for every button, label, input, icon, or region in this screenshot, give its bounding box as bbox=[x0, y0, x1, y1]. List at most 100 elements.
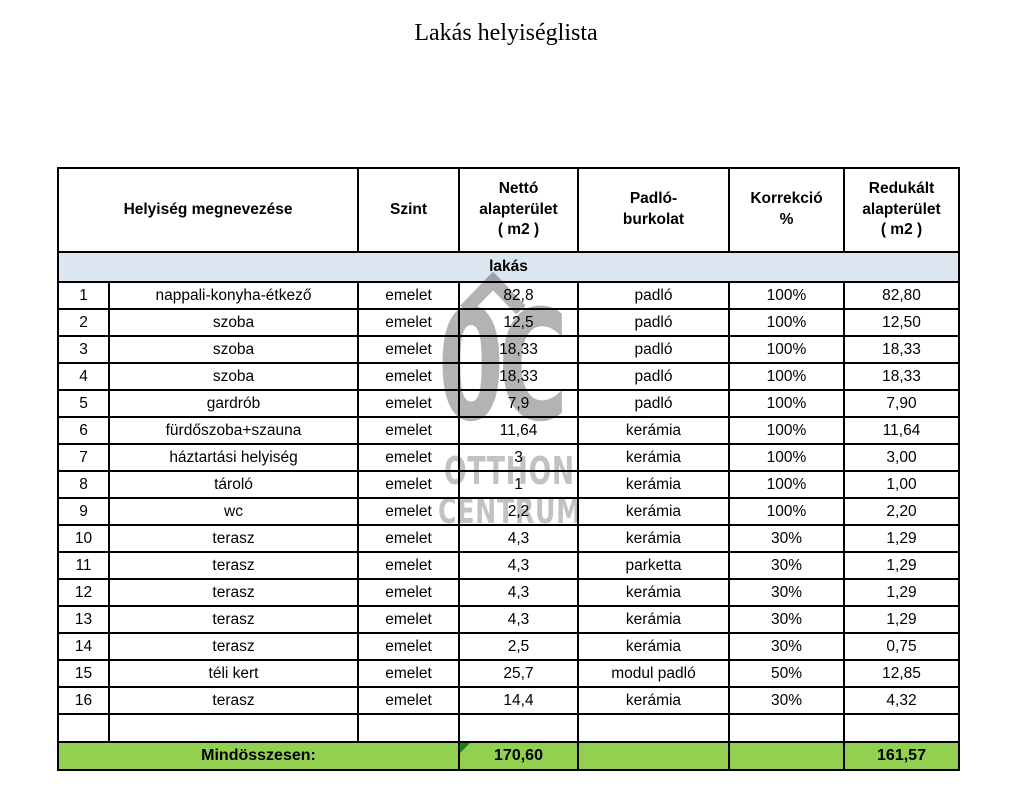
correction-cell: 100% bbox=[728, 335, 845, 364]
room-name-cell: terasz bbox=[108, 524, 359, 553]
reduced-area-cell: 4,32 bbox=[843, 686, 960, 715]
net-area-cell: 3 bbox=[458, 443, 579, 472]
room-name-cell: téli kert bbox=[108, 659, 359, 688]
table-row: 13 terasz emelet 4,3 kerámia 30% 1,29 bbox=[57, 605, 960, 634]
reduced-area-cell: 18,33 bbox=[843, 335, 960, 364]
table-header-row: Helyiség megnevezése Szint Nettó alapter… bbox=[57, 167, 960, 253]
room-name-cell: terasz bbox=[108, 686, 359, 715]
table-row: 14 terasz emelet 2,5 kerámia 30% 0,75 bbox=[57, 632, 960, 661]
level-cell: emelet bbox=[357, 362, 460, 391]
correction-cell: 100% bbox=[728, 497, 845, 526]
level-cell: emelet bbox=[357, 389, 460, 418]
correction-cell: 30% bbox=[728, 632, 845, 661]
correction-cell: 100% bbox=[728, 443, 845, 472]
row-number-cell: 10 bbox=[57, 524, 110, 553]
row-number-cell: 5 bbox=[57, 389, 110, 418]
floor-covering-cell: modul padló bbox=[577, 659, 730, 688]
room-name-cell: wc bbox=[108, 497, 359, 526]
correction-cell: 100% bbox=[728, 389, 845, 418]
reduced-area-cell: 2,20 bbox=[843, 497, 960, 526]
level-cell: emelet bbox=[357, 335, 460, 364]
table-row: 16 terasz emelet 14,4 kerámia 30% 4,32 bbox=[57, 686, 960, 715]
table-row: 12 terasz emelet 4,3 kerámia 30% 1,29 bbox=[57, 578, 960, 607]
floor-covering-cell: padló bbox=[577, 335, 730, 364]
net-area-cell: 82,8 bbox=[458, 281, 579, 310]
net-area-cell: 14,4 bbox=[458, 686, 579, 715]
reduced-area-cell: 1,29 bbox=[843, 551, 960, 580]
net-area-cell: 18,33 bbox=[458, 362, 579, 391]
reduced-area-cell: 11,64 bbox=[843, 416, 960, 445]
net-area-cell: 18,33 bbox=[458, 335, 579, 364]
level-cell: emelet bbox=[357, 686, 460, 715]
net-area-cell: 2,2 bbox=[458, 497, 579, 526]
row-number-cell: 4 bbox=[57, 362, 110, 391]
net-area-cell: 12,5 bbox=[458, 308, 579, 337]
reduced-area-cell: 1,29 bbox=[843, 605, 960, 634]
correction-cell: 100% bbox=[728, 470, 845, 499]
room-name-cell: terasz bbox=[108, 632, 359, 661]
table-row: 9 wc emelet 2,2 kerámia 100% 2,20 bbox=[57, 497, 960, 526]
row-number-cell: 11 bbox=[57, 551, 110, 580]
header-net-area: Nettó alapterület ( m2 ) bbox=[458, 167, 579, 253]
room-name-cell: szoba bbox=[108, 308, 359, 337]
room-name-cell: tároló bbox=[108, 470, 359, 499]
correction-cell: 50% bbox=[728, 659, 845, 688]
total-floor-cell bbox=[577, 741, 730, 771]
floor-covering-cell: kerámia bbox=[577, 443, 730, 472]
room-name-cell: háztartási helyiség bbox=[108, 443, 359, 472]
table-row: 10 terasz emelet 4,3 kerámia 30% 1,29 bbox=[57, 524, 960, 553]
group-label: lakás bbox=[57, 251, 960, 283]
row-number-cell: 8 bbox=[57, 470, 110, 499]
net-area-cell: 7,9 bbox=[458, 389, 579, 418]
table-row: 11 terasz emelet 4,3 parketta 30% 1,29 bbox=[57, 551, 960, 580]
total-reduced-area: 161,57 bbox=[843, 741, 960, 771]
row-number-cell: 9 bbox=[57, 497, 110, 526]
level-cell: emelet bbox=[357, 659, 460, 688]
reduced-area-cell: 1,29 bbox=[843, 524, 960, 553]
empty-cell bbox=[458, 713, 579, 743]
reduced-area-cell: 0,75 bbox=[843, 632, 960, 661]
floor-covering-cell: kerámia bbox=[577, 632, 730, 661]
row-number-cell: 3 bbox=[57, 335, 110, 364]
correction-cell: 30% bbox=[728, 686, 845, 715]
empty-row bbox=[57, 713, 960, 743]
row-number-cell: 1 bbox=[57, 281, 110, 310]
table-row: 6 fürdőszoba+szauna emelet 11,64 kerámia 100%… bbox=[57, 416, 960, 445]
header-room-name: Helyiség megnevezése bbox=[57, 167, 359, 253]
header-floor-covering: Padló- burkolat bbox=[577, 167, 730, 253]
correction-cell: 30% bbox=[728, 578, 845, 607]
reduced-area-cell: 1,00 bbox=[843, 470, 960, 499]
net-area-cell: 4,3 bbox=[458, 524, 579, 553]
row-number-cell: 7 bbox=[57, 443, 110, 472]
level-cell: emelet bbox=[357, 470, 460, 499]
row-number-cell: 6 bbox=[57, 416, 110, 445]
reduced-area-cell: 1,29 bbox=[843, 578, 960, 607]
empty-cell bbox=[728, 713, 845, 743]
table-row: 2 szoba emelet 12,5 padló 100% 12,50 bbox=[57, 308, 960, 337]
header-level: Szint bbox=[357, 167, 460, 253]
header-reduced-area: Redukált alapterület ( m2 ) bbox=[843, 167, 960, 253]
floor-covering-cell: kerámia bbox=[577, 686, 730, 715]
empty-cell bbox=[57, 713, 110, 743]
room-name-cell: gardrób bbox=[108, 389, 359, 418]
floor-covering-cell: kerámia bbox=[577, 416, 730, 445]
room-name-cell: terasz bbox=[108, 578, 359, 607]
correction-cell: 100% bbox=[728, 416, 845, 445]
level-cell: emelet bbox=[357, 632, 460, 661]
reduced-area-cell: 3,00 bbox=[843, 443, 960, 472]
row-number-cell: 2 bbox=[57, 308, 110, 337]
floor-covering-cell: kerámia bbox=[577, 524, 730, 553]
table-row: 3 szoba emelet 18,33 padló 100% 18,33 bbox=[57, 335, 960, 364]
correction-cell: 100% bbox=[728, 308, 845, 337]
room-list-table: Helyiség megnevezése Szint Nettó alapter… bbox=[57, 167, 960, 771]
table-row: 1 nappali-konyha-étkező emelet 82,8 padló 100… bbox=[57, 281, 960, 310]
reduced-area-cell: 12,85 bbox=[843, 659, 960, 688]
floor-covering-cell: kerámia bbox=[577, 470, 730, 499]
level-cell: emelet bbox=[357, 497, 460, 526]
row-number-cell: 14 bbox=[57, 632, 110, 661]
floor-covering-cell: padló bbox=[577, 389, 730, 418]
empty-cell bbox=[108, 713, 359, 743]
header-correction: Korrekció % bbox=[728, 167, 845, 253]
net-area-cell: 1 bbox=[458, 470, 579, 499]
